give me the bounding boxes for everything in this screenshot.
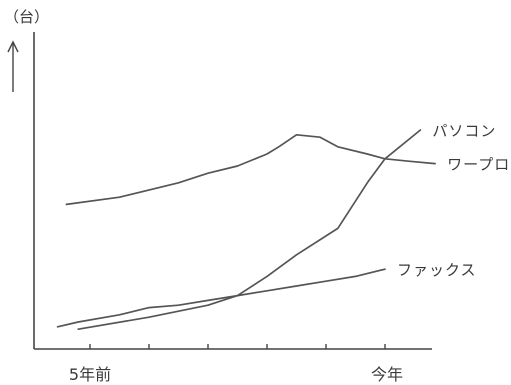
series-label-1: ワープロ <box>447 156 510 174</box>
series-line-1 <box>65 133 436 206</box>
axes <box>7 32 432 350</box>
series-line-0 <box>77 129 422 331</box>
x-ticks <box>89 344 386 349</box>
x-tick-label-1: 今年 <box>371 365 403 384</box>
series-label-2: ファックス <box>397 261 477 279</box>
series-lines <box>56 129 436 331</box>
series-line-2 <box>56 268 386 328</box>
x-tick-label-0: 5年前 <box>69 365 111 384</box>
y-arrow-head <box>7 40 19 53</box>
y-axis-label: （台） <box>4 8 49 26</box>
series-label-0: パソコン <box>432 122 496 140</box>
